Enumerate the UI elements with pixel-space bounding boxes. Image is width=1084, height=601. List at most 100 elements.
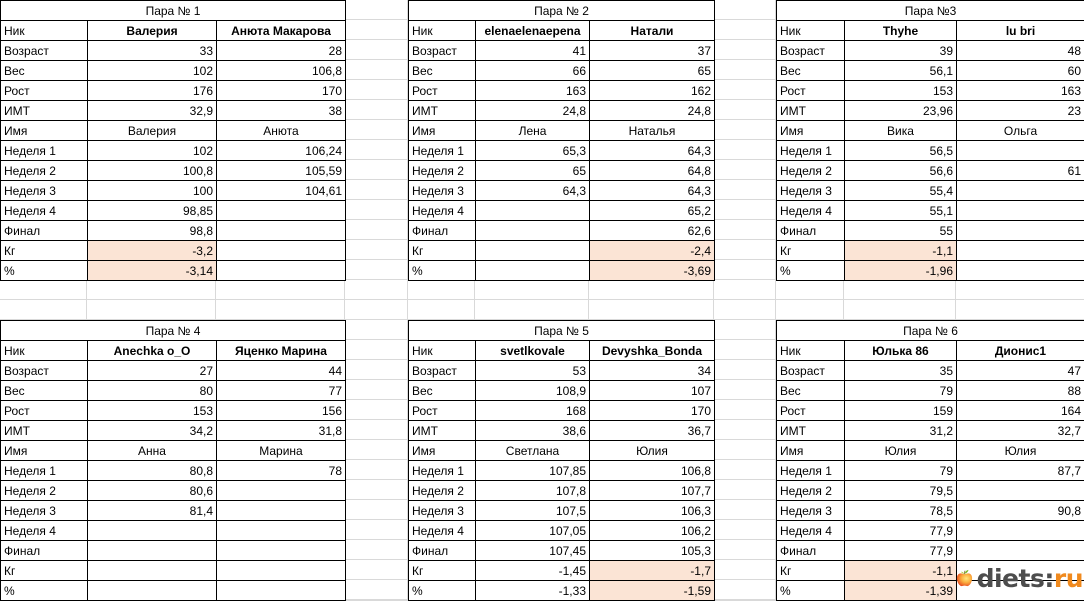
sheet-vertical-gridline xyxy=(86,0,87,601)
row-label-nick: Ник xyxy=(776,340,845,361)
cell-right: Юлия xyxy=(956,440,1084,461)
row-label: Вес xyxy=(776,60,845,81)
row-label: Неделя 2 xyxy=(776,480,845,501)
cell-left: -1,45 xyxy=(475,560,590,581)
cell-right xyxy=(216,200,346,221)
watermark-tld: ru xyxy=(1053,563,1084,593)
cell-right: 106,8 xyxy=(589,460,715,481)
cell-right: 78 xyxy=(216,460,346,481)
table-row: Рост 153 163 xyxy=(776,80,1084,101)
cell-right xyxy=(216,480,346,501)
cell-right: 106,2 xyxy=(589,520,715,541)
row-label: Неделя 3 xyxy=(0,180,88,201)
cell-left: 55,4 xyxy=(844,180,957,201)
pair-table: Пара № 5 Ник svetlkovale Devyshka_Bonda Возр… xyxy=(408,320,715,601)
row-label: Неделя 4 xyxy=(776,520,845,541)
cell-left: Лена xyxy=(475,120,590,141)
cell-right xyxy=(216,560,346,581)
table-row: Имя Светлана Юлия xyxy=(408,440,715,461)
sheet-vertical-gridline xyxy=(407,0,408,601)
row-label: Неделя 2 xyxy=(408,480,476,501)
row-label-nick: Ник xyxy=(0,340,88,361)
row-label: Вес xyxy=(408,60,476,81)
cell-left: -1,96 xyxy=(844,260,957,281)
row-label: Возраст xyxy=(408,40,476,61)
row-label: Возраст xyxy=(0,360,88,381)
table-row: Неделя 3 107,5 106,3 xyxy=(408,500,715,521)
pair-title: Пара № 5 xyxy=(408,320,715,341)
row-label: Неделя 3 xyxy=(0,500,88,521)
row-label: ИМТ xyxy=(776,100,845,121)
cell-right: 88 xyxy=(956,380,1084,401)
cell-left: 153 xyxy=(844,80,957,101)
table-row: Имя Анна Марина xyxy=(0,440,346,461)
table-row: Имя Валерия Анюта xyxy=(0,120,346,141)
diets-ru-watermark: diets: ru xyxy=(955,558,1084,598)
table-row: Ник svetlkovale Devyshka_Bonda xyxy=(408,340,715,361)
cell-right: 62,6 xyxy=(589,220,715,241)
table-row: ИМТ 31,2 32,7 xyxy=(776,420,1084,441)
cell-left: 100 xyxy=(87,180,217,201)
pair-title: Пара №3 xyxy=(775,0,1084,21)
table-row: Неделя 1 80,8 78 xyxy=(0,460,346,481)
cell-left: 56,1 xyxy=(844,60,957,81)
cell-left: 77,9 xyxy=(844,540,957,561)
row-label-nick: Ник xyxy=(408,340,476,361)
row-label: % xyxy=(408,260,476,281)
cell-left: 107,8 xyxy=(475,480,590,501)
pair-title-row: Пара № 5 xyxy=(408,320,715,341)
row-label: Кг xyxy=(776,240,845,261)
row-label: Неделя 1 xyxy=(408,460,476,481)
cell-left: -1,1 xyxy=(844,240,957,261)
cell-left: 79 xyxy=(844,380,957,401)
cell-right: 61 xyxy=(955,160,1084,181)
row-label: Финал xyxy=(0,540,88,561)
table-row: ИМТ 32,9 38 xyxy=(0,100,346,121)
cell-right: 47 xyxy=(956,360,1084,381)
table-row: % -3,14 xyxy=(0,260,346,281)
cell-right: Юлия xyxy=(589,440,715,461)
table-row: Неделя 1 102 106,24 xyxy=(0,140,346,161)
table-row: Неделя 4 xyxy=(0,520,346,541)
cell-left: 55,1 xyxy=(844,200,957,221)
row-label: Рост xyxy=(776,80,845,101)
pair-table: Пара № 1 Ник Валерия Анюта Макарова Возраст 3… xyxy=(0,0,346,281)
cell-right: 28 xyxy=(216,40,346,61)
row-label: Неделя 2 xyxy=(0,160,88,181)
table-row: Вес 80 77 xyxy=(0,380,346,401)
cell-right: 106,3 xyxy=(589,500,715,521)
row-label: Рост xyxy=(408,400,476,421)
row-label: Имя xyxy=(776,440,845,461)
cell-left xyxy=(87,540,217,561)
watermark-brand: diets xyxy=(976,563,1045,593)
cell-left: 79 xyxy=(844,460,957,481)
row-label: Неделя 4 xyxy=(776,200,845,221)
cell-right: Анюта xyxy=(216,120,346,141)
table-row: Кг -1,1 xyxy=(776,240,1084,261)
row-label: Неделя 1 xyxy=(0,140,88,161)
cell-right: 36,7 xyxy=(589,420,715,441)
cell-left: 65 xyxy=(475,160,590,181)
row-label: % xyxy=(776,260,845,281)
cell-right: 34 xyxy=(589,360,715,381)
row-label: Рост xyxy=(0,400,88,421)
cell-left: 27 xyxy=(87,360,217,381)
cell-left: 102 xyxy=(87,60,217,81)
row-label: Финал xyxy=(776,540,845,561)
cell-left: 38,6 xyxy=(475,420,590,441)
table-row: Финал xyxy=(0,540,346,561)
cell-left: 35 xyxy=(844,360,957,381)
table-row: Возраст 53 34 xyxy=(408,360,715,381)
pair-title-row: Пара № 4 xyxy=(0,320,346,341)
cell-left: 64,3 xyxy=(475,180,590,201)
cell-right: 105,3 xyxy=(589,540,715,561)
cell-right: 48 xyxy=(955,40,1084,61)
cell-right xyxy=(216,500,346,521)
pair-table: Пара № 4 Ник Anechka o_O Яценко Марина Возра… xyxy=(0,320,346,601)
cell-right xyxy=(216,520,346,541)
pair-title-row: Пара № 6 xyxy=(776,320,1084,341)
table-row: % -3,69 xyxy=(408,260,715,281)
table-row: Неделя 1 65,3 64,3 xyxy=(408,140,715,161)
cell-right xyxy=(955,140,1084,161)
cell-right: Марина xyxy=(216,440,346,461)
